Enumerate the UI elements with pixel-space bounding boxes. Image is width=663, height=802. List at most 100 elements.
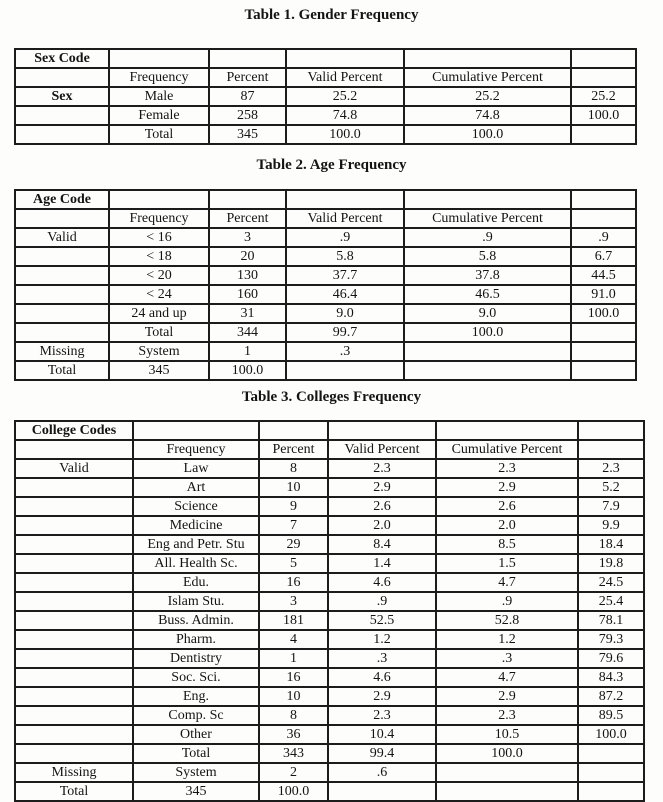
table-cell: 9 <box>258 496 329 517</box>
table-cell: 5.2 <box>577 477 645 498</box>
table-row: Dentistry 1.3.3 79.6 <box>14 648 645 669</box>
gender-frequency-section: Table 1. Gender Frequency Sex Code Freque… <box>14 8 663 145</box>
table1-title: Table 1. Gender Frequency <box>244 7 419 23</box>
table-cell: 100.0 <box>403 124 572 145</box>
table-cell: Soc. Sci. <box>132 667 260 688</box>
table-cell-empty <box>14 124 110 145</box>
table-cell-empty <box>403 360 572 381</box>
table-cell: 2.3 <box>577 458 645 479</box>
table-cell-empty <box>570 189 637 210</box>
age-frequency-table: Age Code Frequency Percent Valid Percent Cum… <box>14 189 637 381</box>
table-cell: 100.0 <box>435 743 579 764</box>
age-frequency-section: Table 2. Age Frequency Age Code Frequency… <box>14 158 663 381</box>
table-cell-empty <box>14 496 134 517</box>
table-cell: 2.9 <box>327 686 437 707</box>
table-cell-empty <box>208 189 287 210</box>
table-row: Female 258 74.8 74.8 100.0 <box>14 105 637 126</box>
table-cell: Islam Stu. <box>132 591 260 612</box>
table-cell: 2.6 <box>327 496 437 517</box>
table-cell: 5.8 <box>285 246 405 267</box>
table-row: All. Health Sc. 5 1.4 1.5 19.8 <box>14 553 645 574</box>
table-cell: Buss. Admin. <box>132 610 260 631</box>
table-row: Eng. 10 2.9 2.9 87.2 <box>14 686 645 707</box>
table-cell: 31 <box>208 303 287 324</box>
table-cell-empty <box>14 724 134 745</box>
table-cell: 8.5 <box>435 534 579 555</box>
table-cell: 24 and up <box>108 303 210 324</box>
table3-title: Table 3. Colleges Frequency <box>241 389 422 405</box>
table-cell: Eng and Petr. Stu <box>132 534 260 555</box>
table-cell: < 16 <box>108 227 210 248</box>
table-cell: 18.4 <box>577 534 645 555</box>
table-cell: Percent <box>208 208 287 229</box>
table-cell: 100.0 <box>577 724 645 745</box>
table-cell-empty <box>14 322 110 343</box>
table-cell: .3 <box>285 341 405 362</box>
table-cell-empty <box>14 648 134 669</box>
table-cell: 25.2 <box>403 86 572 107</box>
table-cell: 10.4 <box>327 724 437 745</box>
table-row: < 18 20 5.8 5.8 6.7 <box>14 246 637 267</box>
table-cell: 345 <box>132 781 260 802</box>
table-cell: Cumulative Percent <box>403 208 572 229</box>
table-cell-empty <box>14 591 134 612</box>
table-cell: 20 <box>208 246 287 267</box>
table-cell-empty <box>403 341 572 362</box>
table-cell-empty <box>14 572 134 593</box>
table-cell: 100.0 <box>285 124 405 145</box>
table-cell: 1.2 <box>327 629 437 650</box>
table-cell: 24.5 <box>577 572 645 593</box>
table-cell: 2.6 <box>435 496 579 517</box>
table-cell: 36 <box>258 724 329 745</box>
gender-frequency-table: Sex Code Frequency Percent Valid Percent Cum… <box>14 48 637 145</box>
table-cell: 4.6 <box>327 572 437 593</box>
table-cell: Total <box>14 360 110 381</box>
table-cell: 345 <box>108 360 210 381</box>
colleges-frequency-section: Table 3. Colleges Frequency College Code… <box>14 390 663 802</box>
column-header-row: Frequency Percent Valid Percent Cumulative … <box>14 67 637 88</box>
table-row: Islam Stu. 3.9.9 25.4 <box>14 591 645 612</box>
table-cell: 9.0 <box>285 303 405 324</box>
table-cell: 1 <box>258 648 329 669</box>
table-cell: < 18 <box>108 246 210 267</box>
table-cell: Frequency <box>108 208 210 229</box>
table-cell-empty <box>258 420 329 441</box>
table-cell: 10.5 <box>435 724 579 745</box>
table-cell: Total <box>14 781 134 802</box>
table2-title: Table 2. Age Frequency <box>256 157 407 173</box>
table-cell: 2.3 <box>435 458 579 479</box>
table-cell: 4.7 <box>435 667 579 688</box>
table-row: Missing System 1.3 <box>14 341 637 362</box>
table-cell: Percent <box>208 67 287 88</box>
table-cell: 52.5 <box>327 610 437 631</box>
table-cell: .9 <box>403 227 572 248</box>
table-cell: 1 <box>208 341 287 362</box>
table-cell-empty <box>14 208 110 229</box>
table-cell-empty <box>14 686 134 707</box>
table-cell-empty <box>208 48 287 69</box>
table-cell: 100.0 <box>570 105 637 126</box>
table-cell-empty <box>577 781 645 802</box>
table-cell: Valid Percent <box>285 67 405 88</box>
table-cell: 5.8 <box>403 246 572 267</box>
table-cell: 343 <box>258 743 329 764</box>
table-cell-empty <box>570 322 637 343</box>
table-cell-empty <box>327 420 437 441</box>
table-cell: .9 <box>435 591 579 612</box>
table-cell-empty <box>14 705 134 726</box>
table-cell: 25.2 <box>285 86 405 107</box>
table-cell-empty <box>327 781 437 802</box>
table-cell: 100.0 <box>208 360 287 381</box>
table-cell: 2 <box>258 762 329 783</box>
table-cell: Frequency <box>108 67 210 88</box>
table-cell: 74.8 <box>403 105 572 126</box>
table-cell: 2.9 <box>435 686 579 707</box>
table-cell: 29 <box>258 534 329 555</box>
table-cell: Cumulative Percent <box>435 439 579 460</box>
table-row: Total 345 100.0 <box>14 360 637 381</box>
table-cell: 79.3 <box>577 629 645 650</box>
table-cell-empty <box>14 284 110 305</box>
table-cell: 87 <box>208 86 287 107</box>
table-cell-empty <box>14 105 110 126</box>
table-cell-empty <box>570 208 637 229</box>
